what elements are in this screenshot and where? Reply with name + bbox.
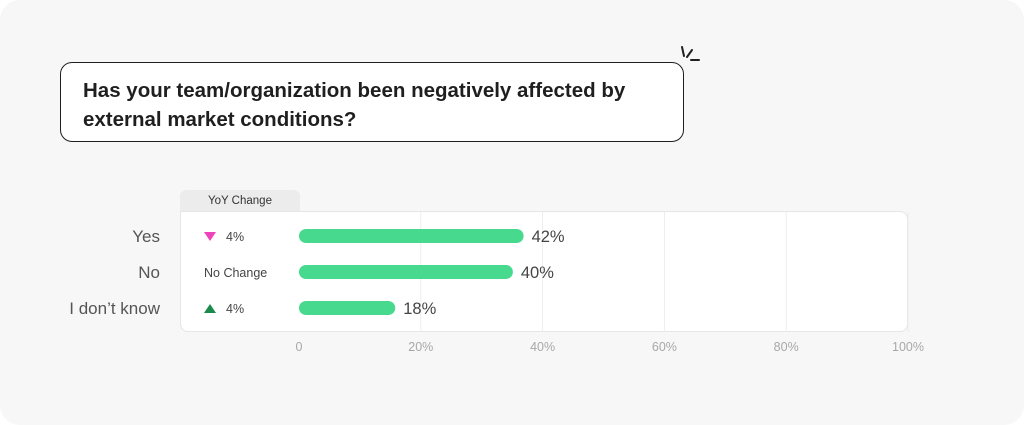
bar [299, 229, 524, 243]
category-label: Yes [132, 227, 160, 246]
bar [299, 265, 513, 279]
x-tick-label: 20% [408, 340, 433, 354]
bar [299, 301, 396, 315]
x-tick-label: 0 [296, 340, 303, 354]
bar-value-label: 18% [403, 300, 436, 318]
bar-value-label: 40% [521, 264, 554, 282]
x-tick-label: 40% [530, 340, 555, 354]
yoy-change-header: YoY Change [180, 190, 300, 212]
down-triangle-icon [204, 232, 216, 241]
sparkle-icon [681, 46, 700, 61]
up-triangle-icon [204, 304, 216, 313]
yoy-change-value: 4% [226, 302, 244, 316]
x-tick-label: 60% [652, 340, 677, 354]
x-tick-label: 80% [774, 340, 799, 354]
yoy-change-value: 4% [226, 230, 244, 244]
category-label: I don’t know [69, 299, 160, 318]
question-box: Has your team/organization been negative… [60, 62, 684, 142]
category-label: No [138, 263, 160, 282]
question-text: Has your team/organization been negative… [83, 79, 626, 131]
x-tick-label: 100% [892, 340, 924, 354]
bar-value-label: 42% [532, 228, 565, 246]
yoy-change-value: No Change [204, 266, 267, 280]
